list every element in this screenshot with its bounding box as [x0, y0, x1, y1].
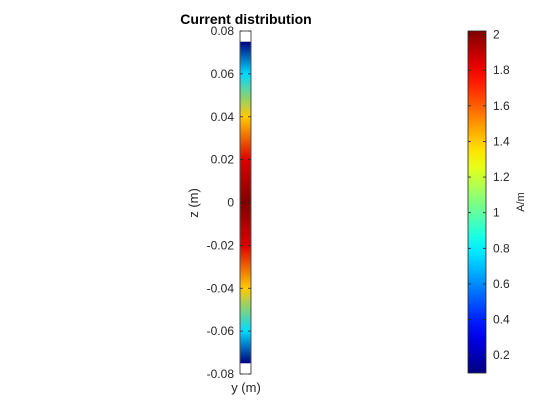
plot-axes: 0.08 0.06 0.04 0.02 0 -0.02 -0.04 -0.06 -0.08	[207, 24, 252, 381]
y-axis-label: z (m)	[186, 188, 201, 218]
colorbar-tick-label: 0.6	[493, 277, 510, 291]
chart-title: Current distribution	[180, 11, 311, 27]
y-tick-label: -0.02	[207, 238, 235, 252]
colorbar-tick-label: 1	[493, 206, 500, 220]
colorbar-fill	[467, 30, 487, 374]
x-axis-label: y (m)	[231, 380, 261, 395]
colorbar-tick-label: 1.8	[493, 63, 510, 77]
y-tick-label: 0	[227, 196, 234, 210]
y-tick-label: 0.06	[211, 67, 235, 81]
y-tick-label: -0.06	[207, 324, 235, 338]
y-tick-label: 0.04	[211, 110, 235, 124]
colorbar-ticks: 2 1.8 1.6 1.4 1.2 1 0.8 0.6 0.4 0.2	[468, 28, 510, 362]
colorbar-tick-label: 0.4	[493, 313, 510, 327]
colorbar-tick-label: 0.2	[493, 348, 510, 362]
y-tick-label: -0.04	[207, 281, 235, 295]
y-tick-label: 0.08	[211, 24, 235, 38]
colorbar-tick-label: 2	[493, 28, 500, 42]
colorbar-label: A/m	[515, 192, 527, 212]
colorbar-tick-label: 1.4	[493, 134, 510, 148]
colorbar-tick-label: 1.2	[493, 170, 510, 184]
current-strip	[240, 41, 251, 364]
y-tick-label: 0.02	[211, 153, 235, 167]
colorbar-tick-label: 0.8	[493, 241, 510, 255]
y-tick-label: -0.08	[207, 367, 235, 381]
colorbar: 2 1.8 1.6 1.4 1.2 1 0.8 0.6 0.4 0.2 A/m	[467, 28, 527, 374]
y-axis-ticks: 0.08 0.06 0.04 0.02 0 -0.02 -0.04 -0.06 -0.08	[207, 24, 251, 381]
colorbar-tick-label: 1.6	[493, 99, 510, 113]
